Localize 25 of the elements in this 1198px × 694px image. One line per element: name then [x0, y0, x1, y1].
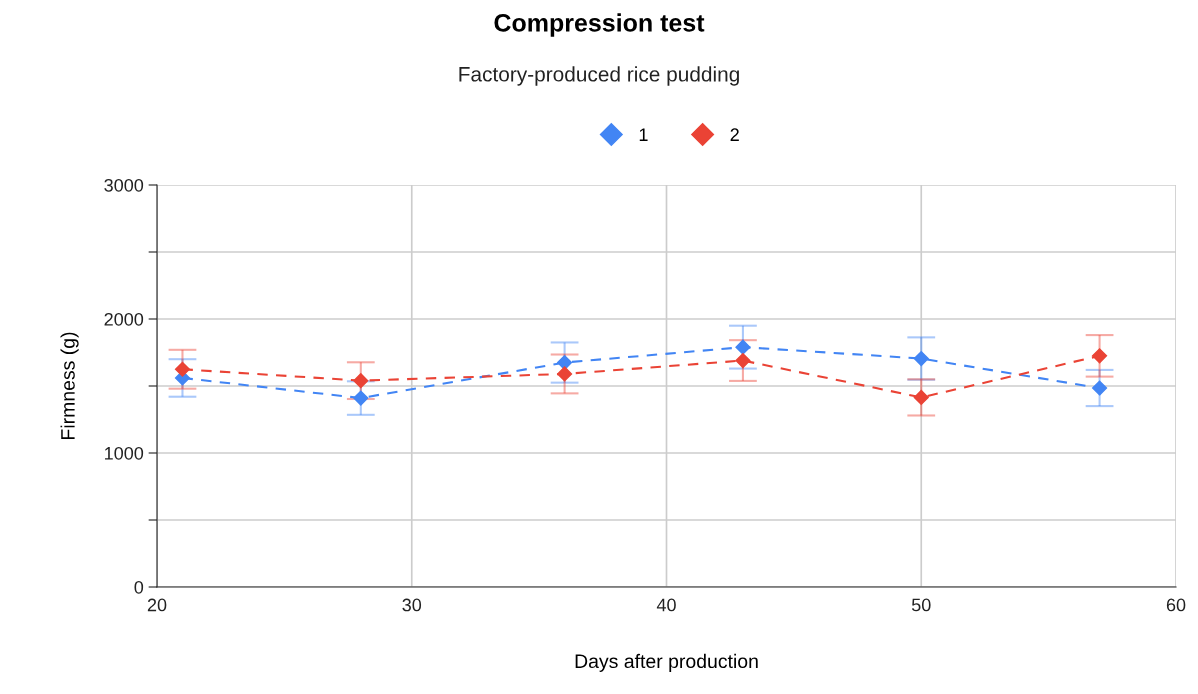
- legend-label: 2: [730, 128, 739, 141]
- point: [353, 373, 369, 389]
- y-tick-label: 2000: [104, 312, 144, 326]
- y-tick-label: 1000: [105, 446, 144, 460]
- x-tick-label: 50: [911, 598, 931, 612]
- point: [1092, 348, 1108, 364]
- point: [1092, 380, 1108, 396]
- point: [913, 389, 929, 405]
- x-axis-title: Days after production: [575, 653, 758, 672]
- x-tick-label: 20: [147, 598, 167, 612]
- y-axis-title: Firmness (g): [60, 332, 79, 439]
- legend-label: 1: [639, 128, 648, 141]
- point: [174, 361, 191, 377]
- point: [913, 350, 929, 367]
- point: [557, 366, 573, 382]
- point: [735, 339, 751, 355]
- chart-subtitle: Factory-produced rice pudding: [459, 66, 739, 86]
- x-tick-label: 60: [1166, 598, 1186, 612]
- point: [353, 390, 369, 406]
- x-tick-label: 40: [656, 598, 676, 612]
- chart-title: Compression test: [494, 13, 705, 37]
- x-tick-label: 30: [402, 598, 422, 612]
- y-tick-label: 0: [134, 580, 144, 594]
- y-tick-label: 3000: [104, 178, 144, 192]
- point: [735, 352, 751, 369]
